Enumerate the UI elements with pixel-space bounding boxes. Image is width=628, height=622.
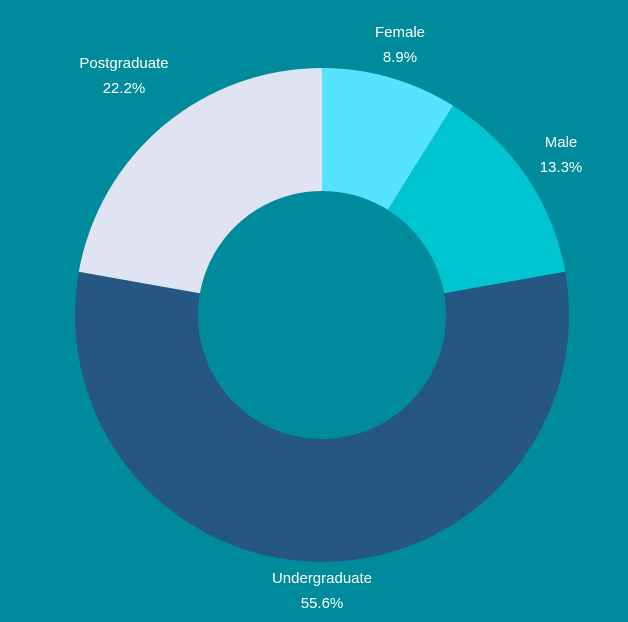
slice-value-undergraduate: 55.6% — [301, 595, 344, 612]
slice-value-female: 8.9% — [383, 49, 417, 66]
slice-value-postgraduate: 22.2% — [103, 80, 146, 97]
slice-label-postgraduate: Postgraduate — [79, 55, 168, 72]
slice-postgraduate[interactable] — [78, 68, 322, 294]
slice-female[interactable] — [322, 68, 454, 210]
slice-label-male: Male — [545, 134, 578, 151]
slice-value-male: 13.3% — [540, 159, 583, 176]
slice-undergraduate[interactable] — [74, 271, 569, 563]
slice-male[interactable] — [387, 105, 566, 294]
slice-label-female: Female — [375, 24, 425, 41]
slice-label-undergraduate: Undergraduate — [272, 570, 372, 587]
